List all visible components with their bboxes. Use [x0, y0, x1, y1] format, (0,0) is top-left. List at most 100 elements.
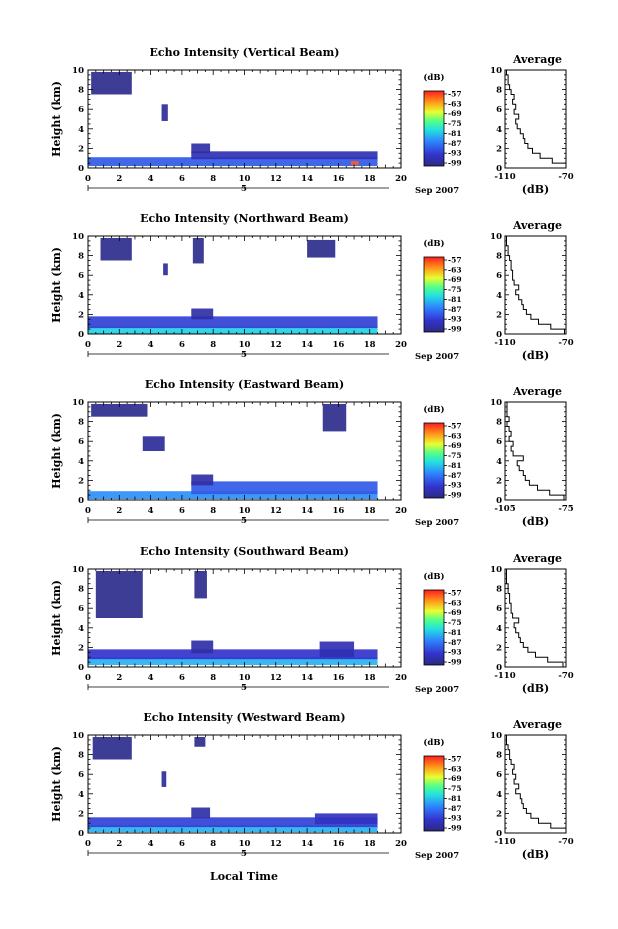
echo-region-2 [191, 308, 214, 320]
echo-region-5 [322, 403, 347, 432]
colorbar-tick-label: -57 [448, 422, 462, 431]
echo-region-4 [142, 436, 165, 451]
echo-region-1 [191, 481, 378, 495]
echo-region-0 [88, 491, 378, 500]
profile-x-tick-label: -110 [494, 671, 515, 681]
profile-y-tick-label: 0 [496, 164, 502, 174]
colorbar [423, 90, 445, 167]
profile-title: Average [512, 385, 562, 398]
colorbar [423, 256, 445, 333]
profile-x-tick-label: -110 [494, 837, 515, 847]
x-tick-label: 18 [364, 839, 376, 849]
colorbar-tick-label: -57 [448, 90, 462, 99]
colorbar-tick-label: -63 [448, 598, 462, 607]
profile-y-tick-label: 8 [496, 751, 502, 761]
panel-title: Echo Intensity (Eastward Beam) [145, 378, 344, 391]
x-tick-label: 18 [364, 506, 376, 516]
y-axis-title: Height (km) [50, 81, 63, 157]
x-tick-label: 8 [210, 506, 216, 516]
colorbar-tick-label: -81 [448, 129, 462, 138]
x-tick-label: 0 [85, 673, 91, 683]
echo-region-3 [319, 641, 355, 658]
echo-region-4 [95, 570, 143, 618]
colorbar-tick-label: -81 [448, 461, 462, 470]
x-tick-label: 14 [301, 839, 313, 849]
profile-title: Average [512, 53, 562, 66]
profile-x-tick-label: -70 [558, 338, 573, 348]
y-tick-label: 4 [78, 291, 84, 301]
profile-y-tick-label: 6 [496, 604, 502, 614]
date-label: Sep 2007 [415, 851, 459, 861]
echo-region-5 [194, 570, 207, 599]
y-tick-label: 6 [78, 770, 84, 780]
echo-region-3 [91, 71, 132, 95]
colorbar [423, 422, 445, 499]
colorbar-tick-label: -87 [448, 305, 462, 314]
x-tick-label: 10 [239, 174, 251, 184]
x-tick-label: 6 [179, 839, 185, 849]
profile-y-tick-label: 8 [496, 252, 502, 262]
y-axis-title: Height (km) [50, 247, 63, 323]
profile-y-tick-label: 8 [496, 86, 502, 96]
colorbar-tick-label: -69 [448, 774, 462, 783]
date-label: Sep 2007 [415, 352, 459, 362]
colorbar-tick-label: -99 [448, 325, 462, 334]
colorbar-tick-label: -81 [448, 628, 462, 637]
x-tick-label: 14 [301, 340, 313, 350]
colorbar-tick-label: -87 [448, 471, 462, 480]
y-tick-label: 4 [78, 790, 84, 800]
x-tick-label: 2 [116, 673, 122, 683]
x-tick-label: 6 [179, 340, 185, 350]
x-tick-label: 12 [270, 174, 282, 184]
echo-region-2 [191, 640, 214, 654]
colorbar-tick-label: -87 [448, 804, 462, 813]
panel-title: Echo Intensity (Southward Beam) [140, 545, 349, 558]
y-axis-title: Height (km) [50, 580, 63, 656]
panel-2: Echo Intensity (Eastward Beam) 0 2 4 6 8 10 12 1… [50, 378, 574, 528]
panel-4: Echo Intensity (Westward Beam) 0 2 4 6 8 10 12 1… [50, 711, 574, 861]
colorbar-tick-label: -63 [448, 99, 462, 108]
panel-1: Echo Intensity (Northward Beam) 0 2 4 6 8 10 12… [50, 212, 574, 362]
profile-y-tick-label: 10 [490, 565, 502, 575]
y-tick-label: 0 [78, 829, 84, 839]
echo-region-5 [307, 239, 336, 258]
colorbar-tick-label: -81 [448, 295, 462, 304]
y-tick-label: 0 [78, 496, 84, 506]
profile-y-tick-label: 2 [496, 809, 502, 819]
x-tick-label: 6 [179, 506, 185, 516]
x-tick-label: 20 [395, 174, 407, 184]
date-label: Sep 2007 [415, 518, 459, 528]
x-tick-label: 8 [210, 673, 216, 683]
colorbar-tick-label: -93 [448, 648, 462, 657]
colorbar-tick-label: -99 [448, 159, 462, 168]
y-tick-label: 8 [78, 252, 84, 262]
echo-region-1 [88, 817, 378, 828]
colorbar-tick-label: -57 [448, 755, 462, 764]
colorbar-unit: (dB) [423, 571, 444, 582]
colorbar-tick-label: -93 [448, 481, 462, 490]
colorbar-tick-label: -69 [448, 441, 462, 450]
x-tick-label: 4 [148, 174, 154, 184]
echo-region-3 [314, 813, 378, 825]
x-axis-title: Local Time [210, 870, 278, 883]
profile-y-tick-label: 8 [496, 418, 502, 428]
echo-region-5 [194, 736, 206, 747]
echo-region-5 [350, 161, 359, 166]
x-tick-label: 8 [210, 174, 216, 184]
echo-region-1 [88, 649, 378, 660]
y-tick-label: 4 [78, 624, 84, 634]
y-tick-label: 2 [78, 643, 84, 653]
profile-y-tick-label: 8 [496, 585, 502, 595]
x-tick-label: 20 [395, 506, 407, 516]
y-tick-label: 0 [78, 330, 84, 340]
x-tick-label: 18 [364, 673, 376, 683]
x-tick-label: 16 [332, 673, 344, 683]
x-tick-label: 0 [85, 506, 91, 516]
echo-region-4 [92, 736, 132, 760]
x-tick-label: 0 [85, 839, 91, 849]
colorbar-tick-label: -69 [448, 109, 462, 118]
echo-region-0 [88, 157, 378, 167]
colorbar-unit: (dB) [423, 404, 444, 415]
echo-region-3 [100, 237, 132, 261]
